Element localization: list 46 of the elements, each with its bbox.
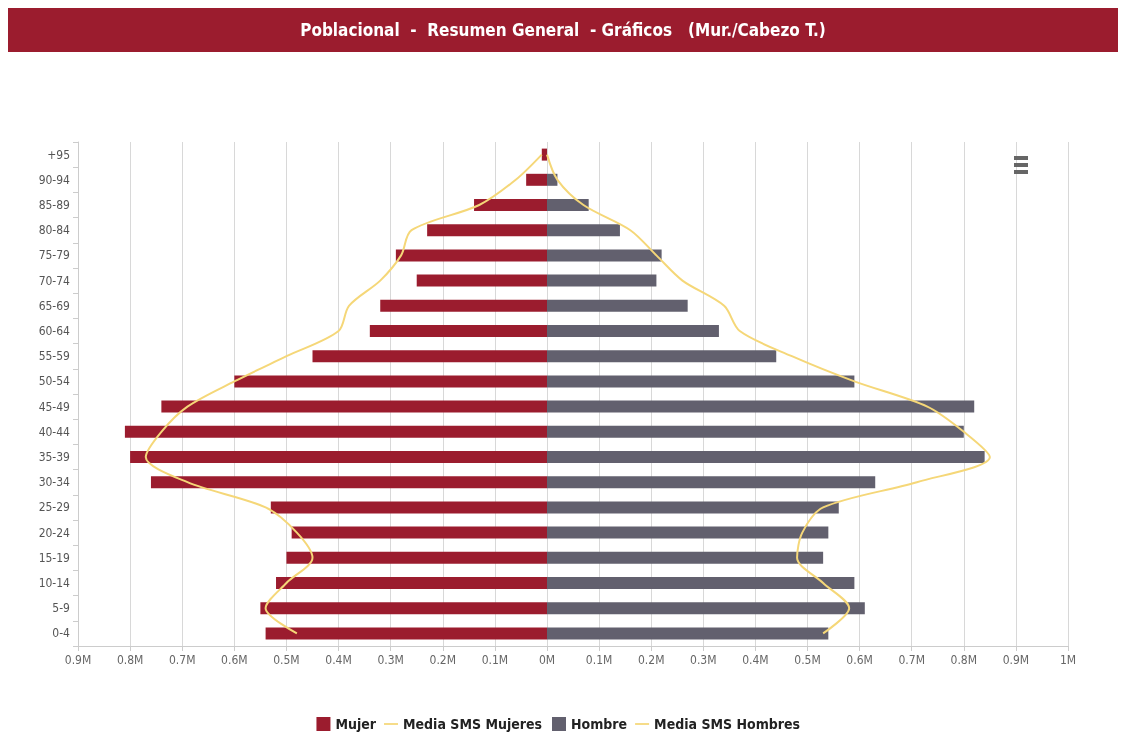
x-tick-label: 0.3M [689,653,717,667]
x-tick-label: 0.5M [794,653,821,667]
y-tick-label: 5-9 [52,601,71,616]
legend-label: Media SMS Hombres [653,716,800,732]
y-tick-label: 20-24 [38,525,71,540]
x-tick-label: 0.2M [429,653,457,667]
y-tick-label: 90-94 [38,172,71,187]
x-tick-label: 0.7M [168,653,196,667]
y-tick-label: 0-4 [52,626,71,641]
y-tick-label: 50-54 [38,374,71,389]
bar [541,148,547,161]
x-tick-label: 0.1M [585,653,613,667]
chart-title: Poblacional - Resumen General - Gráficos (Mur./Cabezo T.) [8,8,1118,52]
legend-label: Hombre [570,716,627,732]
x-tick-label: 0.5M [273,653,300,667]
y-tick-label: 35-39 [38,450,71,464]
y-tick-label: 65-69 [38,298,71,313]
x-tick-label: 0.3M [377,653,404,667]
y-tick-label: 55-59 [38,349,71,364]
y-tick-label: 25-29 [38,500,71,515]
x-tick-label: 0.1M [481,653,509,667]
legend-label: Media SMS Mujeres [403,716,543,732]
x-tick-label: 1M [1059,653,1076,667]
y-tick-label: 15-19 [38,550,71,565]
x-tick-label: 0.9M [1002,653,1030,667]
y-tick-label: 30-34 [38,475,71,490]
x-tick-label: 0.4M [742,653,769,667]
x-tick-label: 0.6M [846,653,873,667]
y-tick-label: 45-49 [38,399,71,414]
x-tick-label: 0.6M [221,653,248,667]
y-tick-label: 10-14 [38,576,71,590]
x-tick-label: 0M [538,653,556,667]
x-tick-label: 0.7M [898,653,925,667]
x-tick-label: 0.8M [950,653,977,667]
y-tick-label: +95 [47,147,70,162]
legend-label: Mujer [335,716,377,732]
y-tick-label: 80-84 [38,223,71,238]
x-tick-label: 0.2M [637,653,665,667]
x-tick-label: 0.4M [325,653,352,667]
y-tick-label: 75-79 [38,248,71,263]
y-tick-label: 85-89 [38,198,71,212]
x-tick-label: 0.9M [64,653,92,667]
y-tick-label: 60-64 [38,324,71,338]
x-tick-label: 0.8M [116,653,144,667]
y-tick-label: 40-44 [38,424,71,439]
y-tick-label: 70-74 [38,273,71,288]
